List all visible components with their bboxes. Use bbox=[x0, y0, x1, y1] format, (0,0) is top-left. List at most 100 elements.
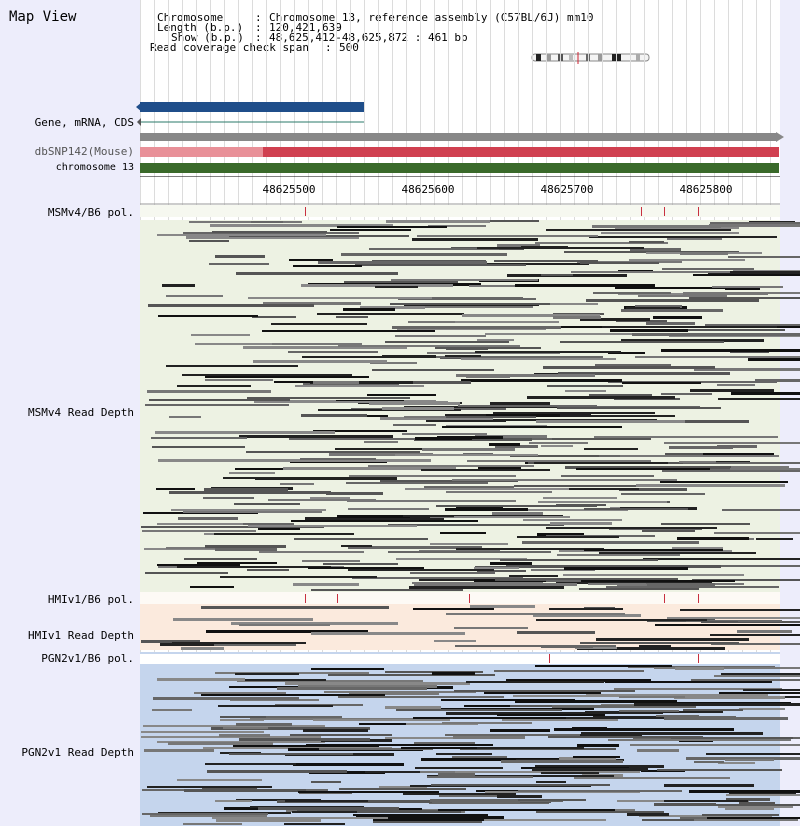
msm-read bbox=[155, 431, 335, 434]
right-margin-strip bbox=[780, 0, 800, 826]
msm-read bbox=[380, 480, 518, 482]
pgn-read bbox=[439, 795, 540, 797]
pgn-read bbox=[706, 753, 800, 755]
gene-track[interactable] bbox=[134, 100, 374, 130]
msm-read bbox=[424, 486, 514, 488]
hmi-read bbox=[470, 605, 535, 608]
pgn-read bbox=[216, 819, 321, 822]
msm-read bbox=[689, 297, 800, 299]
msm-read bbox=[178, 517, 238, 520]
msm-read bbox=[276, 401, 448, 403]
msm-read bbox=[259, 551, 364, 553]
hmi-read bbox=[311, 632, 465, 635]
msm-read bbox=[535, 242, 668, 244]
msm-read bbox=[330, 229, 411, 231]
variant-marker[interactable] bbox=[305, 207, 306, 216]
msm-read bbox=[560, 341, 724, 343]
pgn-read bbox=[438, 773, 475, 776]
msm-read bbox=[661, 393, 712, 395]
msm-read bbox=[589, 394, 652, 396]
msm-read bbox=[386, 220, 490, 223]
track-label-panel bbox=[0, 0, 140, 826]
genome-browser-canvas[interactable] bbox=[140, 0, 800, 826]
coverage-key: Read coverage check span bbox=[150, 41, 309, 54]
msm-read bbox=[665, 453, 717, 456]
msm-read bbox=[149, 399, 290, 401]
ruler-labels: 48625500 48625600 48625700 48625800 bbox=[140, 183, 780, 197]
hmi-read bbox=[575, 647, 617, 649]
msm-read bbox=[435, 347, 541, 349]
pgn-read bbox=[739, 708, 785, 710]
pgn-read bbox=[284, 823, 345, 825]
msm-read bbox=[467, 460, 651, 462]
hmi-read bbox=[580, 642, 739, 644]
msm-read bbox=[142, 530, 256, 532]
pgn-read bbox=[239, 738, 370, 741]
pgn-read bbox=[410, 785, 591, 787]
msm-read bbox=[183, 511, 322, 513]
msm-read bbox=[301, 414, 367, 417]
pgn-read bbox=[552, 705, 696, 708]
pgn-read bbox=[212, 817, 388, 819]
pgn-read bbox=[654, 803, 716, 806]
msm-read bbox=[302, 560, 360, 562]
msm-read bbox=[300, 458, 376, 460]
msm-read bbox=[584, 549, 723, 551]
msm-read bbox=[626, 307, 680, 309]
msm-read bbox=[543, 497, 617, 499]
pgn-read bbox=[714, 675, 800, 677]
pgn-read bbox=[177, 779, 262, 781]
msm-read bbox=[405, 488, 569, 490]
variant-marker[interactable] bbox=[641, 207, 642, 216]
chromosome-value: Chromosome 13, reference assembly (C57BL… bbox=[269, 11, 594, 24]
msm-read bbox=[262, 330, 435, 332]
pgn-read bbox=[614, 688, 782, 690]
track-label-chromosome: chromosome 13 bbox=[55, 162, 134, 173]
pgn-read bbox=[630, 744, 800, 746]
pgn-read bbox=[438, 809, 615, 811]
msm-read bbox=[186, 236, 359, 239]
pgn-read bbox=[157, 678, 245, 681]
hmi-read bbox=[160, 643, 214, 646]
msm-read bbox=[543, 366, 715, 369]
msm-read bbox=[252, 316, 296, 318]
pgn-read bbox=[285, 800, 368, 802]
msm-read bbox=[341, 545, 372, 547]
hmi-read bbox=[413, 608, 494, 610]
msm-read bbox=[215, 255, 265, 258]
pgn-read bbox=[142, 813, 268, 815]
pgn-read bbox=[235, 673, 299, 675]
variant-marker[interactable] bbox=[549, 654, 550, 663]
variant-marker[interactable] bbox=[664, 207, 665, 216]
dbsnp-track[interactable] bbox=[140, 131, 785, 176]
sep-2: : bbox=[255, 21, 262, 34]
msm-read bbox=[556, 581, 712, 584]
msm-read bbox=[523, 519, 622, 521]
variant-marker[interactable] bbox=[337, 594, 338, 603]
variant-marker[interactable] bbox=[698, 207, 699, 216]
msm-read bbox=[432, 297, 523, 299]
variant-marker[interactable] bbox=[698, 654, 699, 663]
pgn-read bbox=[743, 689, 800, 691]
msm-read bbox=[446, 416, 536, 418]
variant-marker[interactable] bbox=[469, 594, 470, 603]
msm-read bbox=[157, 523, 243, 525]
msm-read bbox=[326, 492, 383, 495]
chromosome-bar bbox=[140, 163, 779, 173]
variant-marker[interactable] bbox=[305, 594, 306, 603]
variant-marker[interactable] bbox=[698, 594, 699, 603]
msm-read bbox=[679, 461, 716, 463]
msm-read bbox=[755, 379, 800, 382]
msm-read bbox=[408, 321, 461, 323]
msm-read bbox=[477, 339, 514, 341]
pgn-read bbox=[454, 690, 635, 692]
msm-read bbox=[220, 576, 377, 578]
msm-read bbox=[542, 415, 675, 417]
pgn-read bbox=[548, 736, 703, 738]
msm-read bbox=[189, 221, 302, 223]
variant-marker[interactable] bbox=[664, 594, 665, 603]
msm-read bbox=[558, 372, 730, 375]
pgn-read bbox=[721, 673, 800, 675]
msm-read bbox=[619, 488, 687, 491]
msm-read bbox=[338, 345, 520, 347]
